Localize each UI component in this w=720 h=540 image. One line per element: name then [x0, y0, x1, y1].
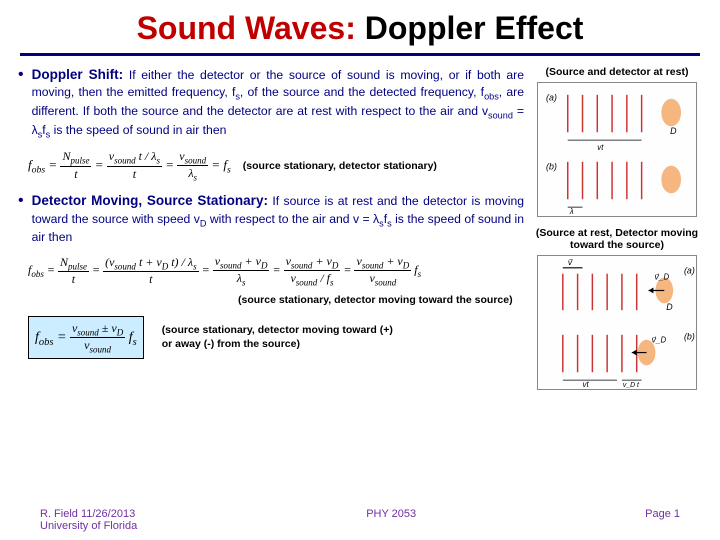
boxed-caption-1: (source stationary, detector moving towa… [162, 324, 393, 338]
svg-text:(b): (b) [546, 162, 557, 172]
svg-text:v_D t: v_D t [623, 382, 640, 389]
svg-text:v⃗_D: v⃗_D [654, 273, 669, 282]
section-1: • Doppler Shift: If either the detector … [18, 66, 524, 141]
boxed-caption: (source stationary, detector moving towa… [162, 324, 393, 351]
eq1-formula: fobs = Npulset = vsound t / λst = vsound… [28, 149, 231, 183]
equation-2: fobs = Npulset = (vsound t + vD t) / λst… [28, 254, 524, 288]
main-column: • Doppler Shift: If either the detector … [18, 66, 532, 400]
svg-text:D: D [670, 126, 677, 136]
svg-text:v⃗: v⃗ [568, 258, 573, 267]
eq1-caption: (source stationary, detector stationary) [243, 160, 437, 172]
section-1-text: Doppler Shift: If either the detector or… [32, 66, 524, 141]
equation-1: fobs = Npulset = vsound t / λst = vsound… [28, 149, 524, 183]
title-black: Doppler Effect [356, 10, 584, 46]
svg-text:(a): (a) [684, 266, 695, 276]
title-red: Sound Waves: [137, 10, 356, 46]
figure-1: (a) D vt (b) [537, 82, 697, 217]
section-2-heading: Detector Moving, Source Stationary: [32, 193, 268, 208]
footer-course: PHY 2053 [366, 508, 416, 532]
boxed-equation-row: fobs = vsound ± vDvsound fs (source stat… [18, 316, 524, 360]
svg-text:(b): (b) [684, 332, 695, 342]
svg-text:vt: vt [583, 380, 590, 389]
svg-text:λ: λ [569, 207, 574, 216]
content-area: • Doppler Shift: If either the detector … [0, 66, 720, 400]
svg-text:(a): (a) [546, 93, 557, 103]
section-2-text: Detector Moving, Source Stationary: If s… [32, 192, 524, 245]
footer-author: R. Field 11/26/2013 [40, 508, 137, 520]
bullet-icon: • [18, 192, 24, 245]
title-divider [20, 53, 700, 56]
footer-left: R. Field 11/26/2013 University of Florid… [40, 508, 137, 532]
footer-inst: University of Florida [40, 520, 137, 532]
eq2-formula: fobs = Npulset = (vsound t + vD t) / λst… [28, 254, 421, 288]
figure-2: (a) v⃗ v⃗_D D (b) [537, 255, 697, 390]
fig1-caption: (Source and detector at rest) [532, 66, 702, 78]
footer-page: Page 1 [645, 508, 680, 532]
bullet-icon: • [18, 66, 24, 141]
svg-text:v⃗_D: v⃗_D [651, 336, 666, 345]
boxed-equation: fobs = vsound ± vDvsound fs [28, 316, 144, 360]
section-1-heading: Doppler Shift: [32, 67, 124, 82]
slide-title: Sound Waves: Doppler Effect [0, 0, 720, 53]
svg-text:D: D [666, 302, 673, 312]
side-column: (Source and detector at rest) (a) D vt [532, 66, 702, 400]
eq2-caption: (source stationary, detector moving towa… [238, 294, 524, 306]
svg-text:vt: vt [597, 143, 604, 152]
fig2-caption: (Source at rest, Detector moving toward … [532, 227, 702, 251]
footer: R. Field 11/26/2013 University of Florid… [0, 508, 720, 532]
section-2: • Detector Moving, Source Stationary: If… [18, 192, 524, 245]
boxed-caption-2: or away (-) from the source) [162, 338, 393, 352]
